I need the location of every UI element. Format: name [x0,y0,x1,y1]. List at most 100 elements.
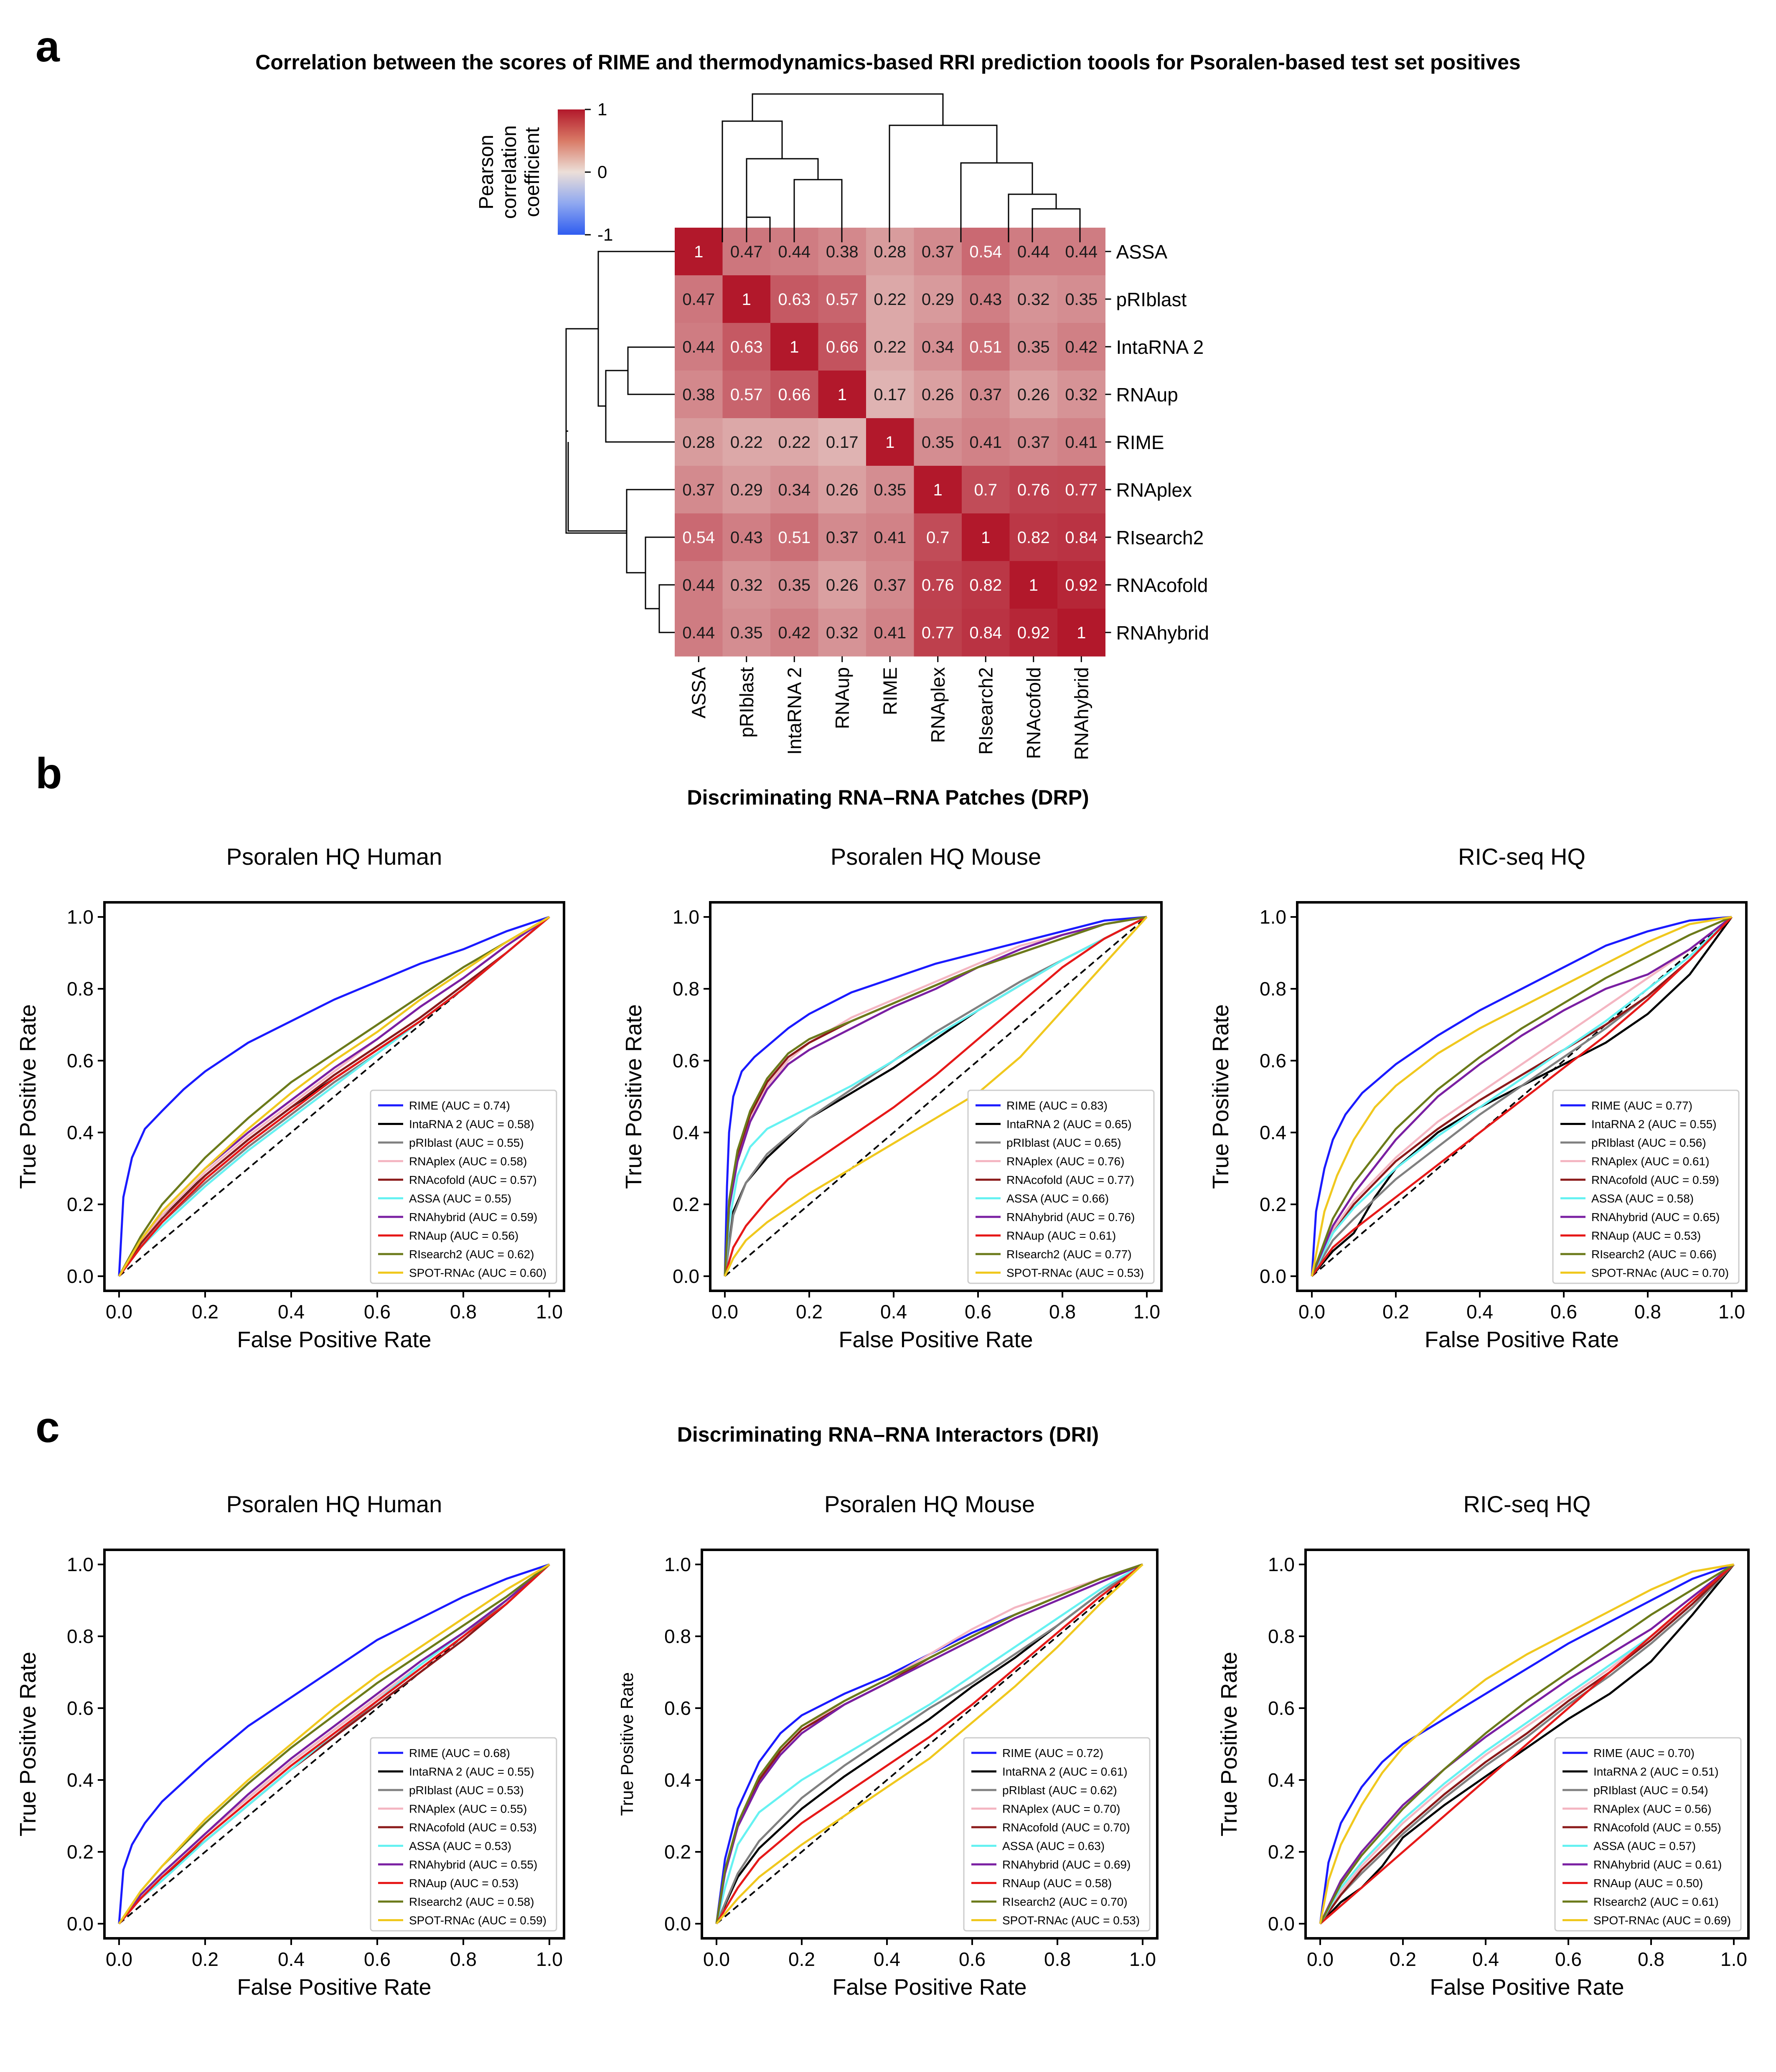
legend-entry-spot-rnac: SPOT-RNAc (AUC = 0.70) [1591,1267,1729,1280]
y-axis-label: True Positive Rate [15,1652,41,1836]
legend-entry-rnaup: RNAup (AUC = 0.58) [1002,1877,1112,1890]
heatmap-row-label-risearch2: RIsearch2 [1116,527,1204,548]
plot-frame [701,1549,1159,1940]
x-tick-label: 0.6 [364,1301,391,1323]
y-tick-label: 0.8 [1268,1625,1295,1647]
roc-line-rnacofold [118,916,550,1277]
y-tick-label: 1.0 [673,906,699,928]
heatmap-value-label: 0.26 [826,481,859,499]
heatmap-cell-rnahybrid-rime [866,609,914,657]
x-axis-label: False Positive Rate [838,1327,1033,1352]
colorbar-label-line2: correlation [498,125,521,219]
heatmap-value-label: 1 [1077,624,1086,642]
heatmap-cell-rime-risearch2 [962,418,1010,466]
heatmap-col-label-intarna-2: IntaRNA 2 [783,667,805,755]
legend-entry-spot-rnac: SPOT-RNAc (AUC = 0.60) [409,1267,546,1280]
heatmap-value-label: 0.63 [730,338,763,356]
heatmap-value-label: 0.43 [969,290,1002,309]
roc-line-priblast [1319,1564,1735,1925]
legend-box [1552,1089,1740,1284]
heatmap-cell-intarna-2-assa [675,323,723,371]
plot-frame [709,901,1163,1292]
heatmap-cell-rnacofold-rnaup [818,561,866,609]
x-tick-label: 0.4 [278,1301,305,1323]
roc-line-spot-rnac [1319,1563,1734,1924]
heatmap-cell-rnaup-intarna-2 [770,371,818,419]
heatmap-title: Correlation between the scores of RIME a… [255,51,1521,74]
heatmap-value-label: 0.84 [1065,528,1098,547]
heatmap-value-label: 0.44 [682,624,715,642]
heatmap-cell-rime-rime [866,418,914,466]
heatmap-cell-rnahybrid-risearch2 [962,609,1010,657]
heatmap-cell-intarna-2-risearch2 [962,323,1010,371]
y-tick-label: 0.6 [664,1697,691,1719]
heatmap-value-label: 0.35 [874,481,906,499]
legend-entry-rime: RIME (AUC = 0.74) [409,1099,510,1112]
legend-box [1554,1737,1742,1932]
heatmap-value-label: 0.82 [1017,528,1050,547]
legend-entry-rnaplex: RNAplex (AUC = 0.76) [1006,1155,1124,1168]
heatmap-cell-rnaplex-assa [675,466,723,514]
y-tick-label: 0.2 [67,1841,94,1863]
legend-entry-rnahybrid: RNAhybrid (AUC = 0.61) [1593,1858,1722,1871]
heatmap-value-label: 0.37 [1017,433,1050,452]
heatmap-value-label: 0.54 [969,243,1002,261]
roc-title: RIC-seq HQ [1463,1491,1591,1517]
x-tick-label: 0.4 [874,1948,900,1970]
x-axis-label: False Positive Rate [1430,1975,1624,2000]
legend-entry-rnahybrid: RNAhybrid (AUC = 0.65) [1591,1211,1720,1224]
y-tick-label: 0.4 [673,1122,699,1143]
heatmap-cell-rnahybrid-rnaplex [914,609,962,657]
heatmap-cell-rnaplex-priblast [722,466,771,514]
roc-title: Psoralen HQ Human [226,843,442,870]
heatmap-cell-priblast-assa [675,275,723,323]
legend-entry-risearch2: RIsearch2 (AUC = 0.70) [1002,1895,1128,1908]
heatmap-cell-assa-rnaplex [914,228,962,276]
heatmap-value-label: 0.57 [730,386,763,404]
panel-letter-a: a [36,23,60,71]
colorbar-label-line1: Pearson [475,135,498,210]
roc-line-rime [724,916,1147,1277]
heatmap-value-label: 1 [1029,576,1038,594]
legend-entry-priblast: pRIblast (AUC = 0.55) [409,1136,524,1149]
heatmap-value-label: 0.77 [922,624,954,642]
legend-entry-rnacofold: RNAcofold (AUC = 0.53) [409,1821,537,1834]
x-tick-label: 1.0 [1718,1301,1745,1323]
x-tick-label: 0.8 [1638,1948,1664,1970]
legend-entry-rnahybrid: RNAhybrid (AUC = 0.76) [1006,1211,1135,1224]
roc-title: Psoralen HQ Mouse [824,1491,1035,1517]
heatmap-value-label: 1 [885,433,894,452]
heatmap-value-label: 0.22 [874,290,906,309]
roc-line-risearch2 [724,916,1147,1277]
heatmap-col-label-rnaup: RNAup [831,667,853,729]
legend-entry-priblast: pRIblast (AUC = 0.65) [1006,1136,1121,1149]
heatmap-value-label: 0.22 [778,433,811,452]
heatmap-cell-rnaup-priblast [722,371,771,419]
heatmap-value-label: 0.32 [1065,386,1098,404]
legend-entry-risearch2: RIsearch2 (AUC = 0.58) [409,1895,534,1908]
heatmap-value-label: 0.7 [974,481,997,499]
x-tick-label: 0.8 [1634,1301,1661,1323]
x-tick-label: 0.2 [192,1948,219,1970]
legend-entry-rnacofold: RNAcofold (AUC = 0.70) [1002,1821,1130,1834]
heatmap-value-label: 0.37 [874,576,906,594]
x-tick-label: 1.0 [1129,1948,1156,1970]
legend-entry-assa: ASSA (AUC = 0.57) [1593,1840,1696,1853]
heatmap-cell-rnaplex-rnahybrid [1057,466,1105,514]
heatmap-cell-assa-rnahybrid [1057,228,1105,276]
roc-chart-dri-psoralen-mouse: Psoralen HQ Mouse 0.0 0.0 0.2 0.2 0.4 0.4 0.6 0.… [617,1491,1159,2000]
legend-entry-rime: RIME (AUC = 0.70) [1593,1747,1695,1760]
colorbar [558,109,585,235]
heatmap-cell-assa-rnacofold [1009,228,1058,276]
x-tick-label: 0.2 [1390,1948,1416,1970]
heatmap-value-label: 1 [838,386,847,404]
legend-entry-intarna-2: IntaRNA 2 (AUC = 0.65) [1006,1118,1132,1131]
roc-line-rime [1311,916,1732,1277]
y-tick-label: 0.8 [673,978,699,1000]
roc-line-rnaup [118,916,550,1277]
heatmap-value-label: 1 [694,243,703,261]
legend-entry-intarna-2: IntaRNA 2 (AUC = 0.51) [1593,1765,1719,1778]
heatmap-value-label: 0.76 [1017,481,1050,499]
y-tick-label: 0.4 [67,1769,94,1791]
colorbar-tick-max: 1 [597,99,607,119]
